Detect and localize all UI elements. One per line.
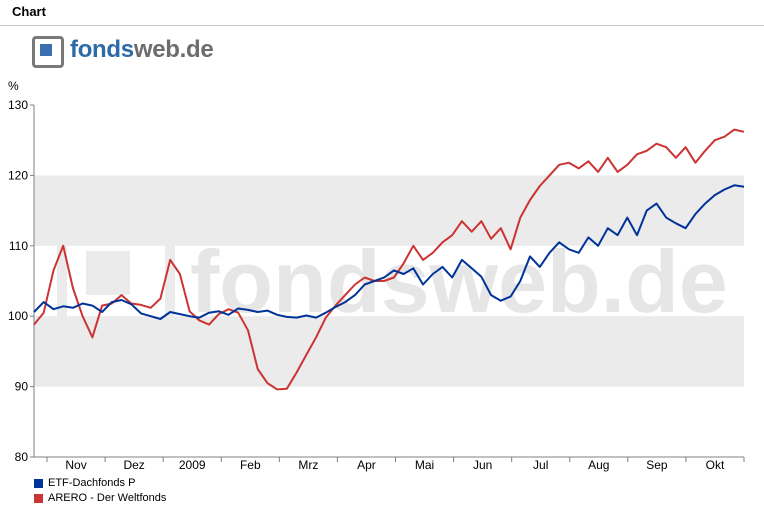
grid-band bbox=[34, 175, 744, 246]
logo-icon bbox=[32, 36, 64, 68]
x-tick-label: Nov bbox=[65, 458, 86, 472]
x-tick-label: Jul bbox=[533, 458, 548, 472]
y-tick-label: 110 bbox=[9, 239, 28, 253]
x-tick-label: Okt bbox=[706, 458, 725, 472]
y-tick-label: 120 bbox=[8, 168, 28, 182]
x-tick-label: Apr bbox=[357, 458, 376, 472]
legend-swatch-arero bbox=[34, 494, 43, 503]
y-tick-label: 80 bbox=[15, 450, 29, 464]
watermark-icon bbox=[57, 222, 175, 340]
logo-text: fondsweb.de bbox=[70, 36, 214, 63]
grid-band bbox=[34, 316, 744, 387]
x-tick-label: Mrz bbox=[298, 458, 318, 472]
series-line-etf bbox=[33, 184, 745, 320]
x-tick-label: Mai bbox=[415, 458, 434, 472]
legend-swatch-etf bbox=[34, 479, 43, 488]
legend-item-etf: ETF-Dachfonds P bbox=[34, 476, 166, 491]
series-line-arero bbox=[33, 128, 745, 391]
watermark-text: fondsweb.de bbox=[190, 232, 728, 331]
x-tick-label: 2009 bbox=[179, 458, 206, 472]
y-axis-unit: % bbox=[8, 79, 19, 93]
panel-title: Chart bbox=[12, 4, 46, 19]
legend-item-arero: ARERO - Der Weltfonds bbox=[34, 491, 166, 506]
x-tick-label: Jun bbox=[473, 458, 492, 472]
legend-label-etf: ETF-Dachfonds P bbox=[48, 477, 136, 489]
x-tick-label: Aug bbox=[588, 458, 609, 472]
legend: ETF-Dachfonds P ARERO - Der Weltfonds bbox=[34, 476, 166, 506]
y-tick-label: 130 bbox=[8, 98, 28, 112]
x-tick-label: Sep bbox=[646, 458, 668, 472]
y-tick-label: 90 bbox=[15, 380, 29, 394]
y-tick-label: 100 bbox=[8, 309, 28, 323]
x-tick-label: Feb bbox=[240, 458, 261, 472]
panel-header: Chart bbox=[0, 0, 764, 26]
x-tick-label: Dez bbox=[123, 458, 144, 472]
legend-label-arero: ARERO - Der Weltfonds bbox=[48, 492, 167, 504]
